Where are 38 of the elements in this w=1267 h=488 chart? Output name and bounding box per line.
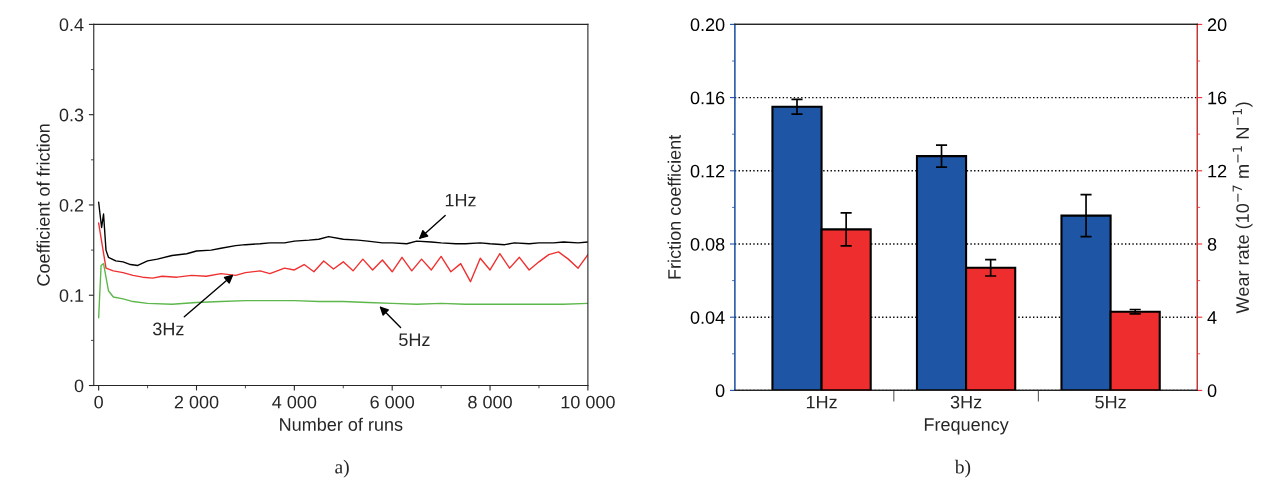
y-tick-label: 0.20	[690, 18, 725, 32]
text: b)	[954, 459, 971, 478]
line-series	[97, 222, 588, 283]
annotation: 5Hz	[399, 333, 430, 347]
y-tick-label: 0.12	[690, 164, 725, 178]
y2-tick-label: 16	[1208, 91, 1227, 105]
x-axis-title: Frequency	[924, 418, 1009, 435]
y2-tick-label: 4	[1207, 311, 1217, 324]
y-tick-label: 0.2	[59, 198, 84, 212]
text: a)	[335, 459, 349, 478]
x-tick-label: 3Hz	[950, 395, 982, 409]
annotation: 3Hz	[152, 322, 184, 336]
y-tick-label: 0.1	[59, 289, 84, 302]
x-tick-label: 5Hz	[1095, 395, 1126, 409]
y2-tick-label: 12	[1208, 164, 1227, 178]
y-tick-label: 0	[715, 384, 725, 398]
y2-tick-label: 20	[1207, 18, 1227, 32]
x-tick-label: 4 000	[272, 395, 317, 409]
y-tick-label: 0	[74, 379, 84, 393]
y-axis-title: Friction coefficient	[667, 134, 681, 279]
x-tick-label: 6 000	[370, 395, 415, 409]
annotation: 1Hz	[445, 193, 476, 207]
x-tick-label: 8 000	[468, 395, 512, 409]
x-tick-label: 1Hz	[806, 395, 837, 409]
x-tick-label: 2 000	[174, 395, 219, 409]
y2-tick-label: 8	[1207, 237, 1217, 251]
y-tick-label: 0.4	[59, 18, 84, 32]
x-axis-title: Number of runs	[280, 417, 403, 431]
line-series	[97, 262, 588, 319]
x-tick-label: 10 000	[561, 395, 615, 409]
y2-axis-title: Wear rate (10$^{−7}$ m$^{−1}$ N$^{−1}$)	[1232, 102, 1253, 314]
x-tick-label: 0	[94, 395, 103, 409]
y2-tick-label: 0	[1207, 384, 1217, 398]
y-axis-title: Coefficient of friction	[36, 124, 50, 286]
y-tick-label: 0.16	[690, 91, 725, 105]
y-tick-label: 0.3	[59, 108, 84, 122]
y-tick-label: 0.08	[690, 237, 725, 251]
y-tick-label: 0.04	[690, 311, 725, 324]
